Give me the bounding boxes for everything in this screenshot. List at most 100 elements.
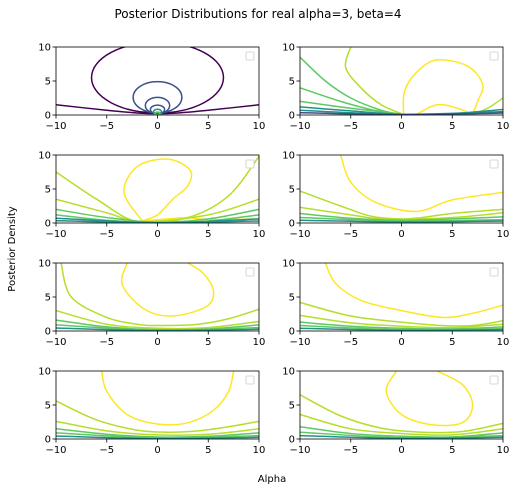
contour-line [300,413,503,436]
x-tick-label: 0 [398,445,404,456]
y-tick-label: 10 [282,151,295,162]
x-tick-label: −5 [99,121,114,132]
contour-line [56,400,259,433]
x-tick-label: 5 [205,337,211,348]
axes-frame [55,262,260,332]
subplot-grid: −10 −5 0 5 10 0 5 10 −10 −5 0 5 10 0 5 10 −10 −5 0 5 10 0 5 10 −… [38,43,510,457]
x-tick-label: 10 [253,229,266,240]
legend-box [489,267,499,277]
x-tick-label: −10 [289,121,310,132]
y-tick-label: 5 [45,77,51,88]
subplot-7: −10 −5 0 5 10 0 5 10 [38,367,265,457]
legend-box [489,375,499,385]
contour-line [300,206,503,221]
x-tick-label: 0 [154,445,160,456]
x-tick-label: 0 [398,337,404,348]
x-tick-label: −10 [45,121,66,132]
contour-line [416,103,473,115]
x-tick-label: 0 [398,121,404,132]
contour-line [385,371,474,427]
y-tick-label: 5 [45,293,51,304]
y-tick-label: 5 [289,401,295,412]
contour-layer [56,47,259,115]
x-tick-label: −5 [99,229,114,240]
y-tick-label: 10 [38,43,51,54]
contour-layer [300,263,503,331]
subplot-6: −10 −5 0 5 10 0 5 10 [282,259,509,349]
x-tick-label: −5 [343,337,358,348]
x-tick-label: −5 [343,445,358,456]
y-axis-label: Posterior Density [7,206,18,291]
y-tick-label: 5 [45,185,51,196]
x-tick-label: −10 [45,337,66,348]
contour-layer [300,47,503,115]
y-tick-label: 10 [38,367,51,378]
contour-line [402,58,484,115]
contour-line [60,263,259,327]
x-tick-label: −5 [343,121,358,132]
x-tick-label: 5 [449,445,455,456]
contour-line [56,428,259,438]
x-tick-label: 5 [449,229,455,240]
contour-line [100,371,235,426]
x-tick-label: 10 [497,229,510,240]
x-tick-label: 5 [449,337,455,348]
contour-line [300,434,503,439]
x-tick-label: 10 [497,445,510,456]
x-tick-label: 0 [154,337,160,348]
subplot-3: −10 −5 0 5 10 0 5 10 [38,151,265,241]
contour-line [300,56,402,115]
contour-line [300,100,402,115]
y-tick-label: 5 [45,401,51,412]
contour-line [300,394,503,434]
legend-box [245,51,255,61]
contour-line [56,420,259,436]
contour-line [300,314,503,329]
y-tick-label: 10 [38,259,51,270]
y-tick-label: 0 [289,327,295,338]
x-tick-label: 0 [154,229,160,240]
contour-line [90,47,225,114]
x-tick-label: −10 [289,445,310,456]
subplot-5: −10 −5 0 5 10 0 5 10 [38,259,265,349]
x-tick-label: 5 [205,121,211,132]
contour-layer [56,371,259,439]
legend-box [489,159,499,169]
contour-line [339,155,503,213]
y-tick-label: 0 [45,111,51,122]
x-tick-label: 10 [253,445,266,456]
subplot-1: −10 −5 0 5 10 0 5 10 [38,43,266,133]
x-tick-label: 0 [398,229,404,240]
y-tick-label: 0 [289,111,295,122]
contour-line [300,426,503,438]
contour-line [123,158,193,222]
x-tick-label: −5 [99,337,114,348]
contour-line [56,309,259,330]
axes-frame [55,154,260,224]
legend-box [245,159,255,169]
y-tick-label: 10 [38,151,51,162]
x-tick-label: 10 [497,121,510,132]
y-tick-label: 5 [289,185,295,196]
y-tick-label: 10 [282,43,295,54]
y-tick-label: 0 [45,219,51,230]
axes-frame [299,154,504,224]
contour-layer [56,263,259,331]
x-tick-label: −5 [99,445,114,456]
contour-line [300,219,503,223]
y-tick-label: 0 [45,435,51,446]
x-tick-label: −10 [45,229,66,240]
contour-layer [56,155,259,223]
x-tick-label: 10 [253,121,266,132]
contour-line [300,301,503,327]
x-tick-label: −5 [343,229,358,240]
contour-layer [300,155,503,223]
y-tick-label: 5 [289,77,295,88]
contour-line [300,327,503,331]
contour-line [344,47,402,115]
axes-frame [55,370,260,440]
contour-line [56,155,259,223]
figure-title: Posterior Distributions for real alpha=3… [114,7,401,21]
contour-line [120,263,215,317]
x-tick-label: −10 [289,229,310,240]
